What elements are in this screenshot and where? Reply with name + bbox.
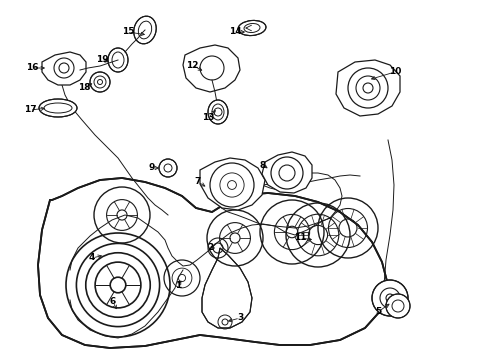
Text: 15: 15 [122,27,134,36]
Polygon shape [38,178,388,348]
Text: 6: 6 [110,297,116,306]
Circle shape [159,159,177,177]
Text: 1: 1 [175,282,181,291]
Polygon shape [262,152,312,193]
Ellipse shape [134,16,156,44]
Polygon shape [200,158,265,210]
Polygon shape [202,248,252,328]
Text: 9: 9 [149,163,155,172]
Text: 2: 2 [207,243,213,252]
Text: 13: 13 [202,113,214,122]
Text: 12: 12 [186,60,198,69]
Polygon shape [336,60,400,116]
Text: 19: 19 [96,55,108,64]
Text: 18: 18 [78,84,90,93]
Text: 11: 11 [294,234,306,243]
Polygon shape [42,52,86,85]
Text: 3: 3 [237,314,243,323]
Ellipse shape [238,21,266,36]
Text: 10: 10 [389,68,401,77]
Text: 4: 4 [89,253,95,262]
Text: 7: 7 [195,177,201,186]
Circle shape [386,294,410,318]
Text: 16: 16 [26,63,38,72]
Ellipse shape [39,99,77,117]
Circle shape [90,72,110,92]
Text: 5: 5 [375,307,381,316]
Polygon shape [183,45,240,92]
Ellipse shape [108,48,128,72]
Text: 17: 17 [24,105,36,114]
Text: 8: 8 [260,161,266,170]
Text: 14: 14 [229,27,241,36]
Circle shape [372,280,408,316]
Ellipse shape [208,100,228,124]
